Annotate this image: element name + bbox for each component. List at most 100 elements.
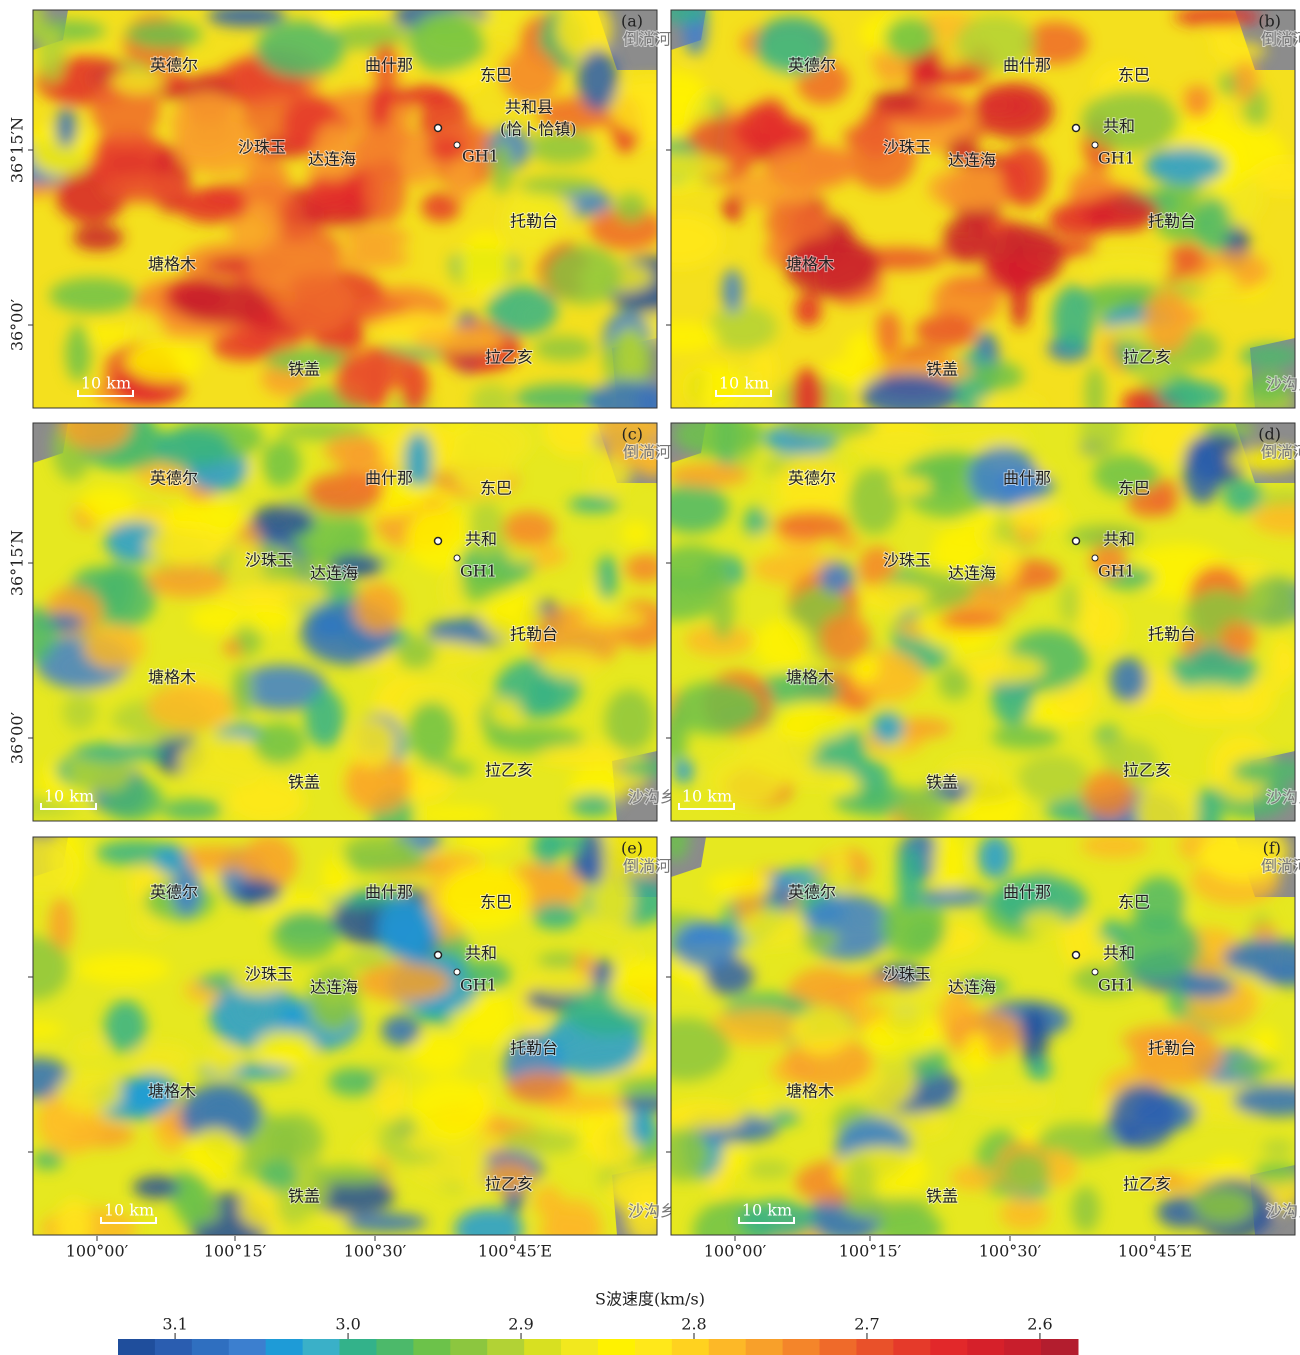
velocity-blob [381,1015,421,1046]
velocity-blob [322,853,351,901]
colorbar-segment [930,1339,967,1355]
panel-letter: (c) [622,425,643,444]
place-label: 共和 [1103,530,1135,549]
scale-label: 10 km [104,1201,154,1220]
velocity-blob [76,954,170,984]
velocity-blob [1027,1058,1052,1081]
velocity-blob [734,105,792,151]
place-label: 拉乙亥 [1123,348,1171,367]
velocity-blob [656,2,708,23]
velocity-blob [904,918,942,953]
colorbar-tick-label: 3.1 [162,1315,187,1334]
scale-label: 10 km [719,374,769,393]
colorbar-segment [524,1339,561,1355]
velocity-blob [1167,684,1255,724]
place-label: 沙珠玉 [883,551,931,570]
velocity-blob [587,380,669,426]
velocity-blob [190,604,244,633]
velocity-blob [543,402,606,457]
colorbar-segment [893,1339,930,1355]
velocity-blob [102,172,189,203]
velocity-blob [596,555,617,601]
place-label: 托勒台 [510,625,558,644]
town-marker [435,125,442,132]
velocity-blob [621,759,677,777]
velocity-blob [764,205,832,241]
velocity-blob [126,20,203,49]
place-label: 曲什那 [365,56,413,75]
velocity-blob [1246,575,1300,628]
velocity-blob [897,788,948,829]
station-marker [454,555,460,561]
velocity-blob [147,565,229,598]
velocity-blob [1110,657,1148,702]
velocity-blob [344,834,417,867]
velocity-blob [57,1070,122,1114]
colorbar-segment [303,1339,340,1355]
panel-letter: (b) [1258,12,1281,31]
velocity-blob [328,1068,377,1097]
velocity-blob [100,563,135,618]
velocity-blob [568,496,618,512]
place-label: 沙沟乡 [1266,788,1300,807]
colorbar-segment [229,1339,266,1355]
velocity-blob [865,1010,942,1059]
colorbar-tick-label: 3.0 [335,1315,360,1334]
velocity-blob [377,898,436,959]
velocity-blob [1085,366,1105,421]
velocity-blob [251,505,314,538]
velocity-blob [860,583,929,612]
place-label: 沙珠玉 [245,551,293,570]
place-label: 沙珠玉 [883,965,931,984]
velocity-blob [1156,380,1226,412]
place-label: 托勒台 [510,212,558,231]
velocity-blob [1059,583,1081,625]
velocity-blob [779,411,876,438]
velocity-blob [747,1160,792,1179]
map-panel: (b)英德尔曲什那东巴倒淌河共和GH1沙珠玉达连海托勒台塘格木铁盖拉乙亥沙沟乡1… [631,0,1300,434]
velocity-blob [774,510,849,540]
velocity-blob [272,910,339,960]
place-label: 拉乙亥 [485,761,533,780]
velocity-blob [1225,136,1247,188]
velocity-blob [1210,1156,1244,1173]
velocity-blob [580,609,647,626]
colorbar-segment [561,1339,598,1355]
velocity-blob [325,435,382,467]
velocity-blob [1001,145,1048,207]
town-marker [1073,125,1080,132]
velocity-blob [1081,601,1125,651]
velocity-blob [739,909,809,948]
x-axis-label: 100°15′ [839,1242,902,1261]
place-label: 铁盖 [288,773,320,792]
colorbar-segment [635,1339,672,1355]
colorbar-segment [192,1339,229,1355]
velocity-blob [1182,85,1212,118]
velocity-blob [656,1128,709,1181]
colorbar-segment [450,1339,487,1355]
velocity-blob [615,193,647,223]
place-label: 沙沟乡 [628,788,676,807]
station-marker [454,969,460,975]
place-label: 共和 [465,944,497,963]
velocity-blob [1253,1027,1279,1058]
x-axis-label: 100°15′ [204,1242,267,1261]
colorbar-segment [1041,1339,1078,1355]
town-marker [1073,952,1080,959]
place-label: 塘格木 [786,1082,834,1101]
velocity-field [631,0,1300,434]
place-label: 倒淌河 [1261,30,1300,49]
place-label: 托勒台 [1148,212,1196,231]
x-axis-label: 100°00′ [66,1242,129,1261]
map-panel: (d)英德尔曲什那东巴倒淌河共和GH1沙珠玉达连海托勒台塘格木铁盖拉乙亥沙沟乡1… [628,395,1300,850]
velocity-blob [963,777,1024,839]
place-label: GH1 [460,562,497,581]
velocity-blob [707,871,774,896]
place-label: 塘格木 [786,668,834,687]
velocity-blob [875,311,902,359]
figure: S波速度(km/s) (a)英德尔曲什那东巴倒淌河共和县(恰卜恰镇)GH1沙珠玉… [0,0,1300,1355]
velocity-blob [1210,42,1267,60]
velocity-blob [791,368,824,427]
velocity-blob [1081,253,1174,282]
place-label: GH1 [460,976,497,995]
